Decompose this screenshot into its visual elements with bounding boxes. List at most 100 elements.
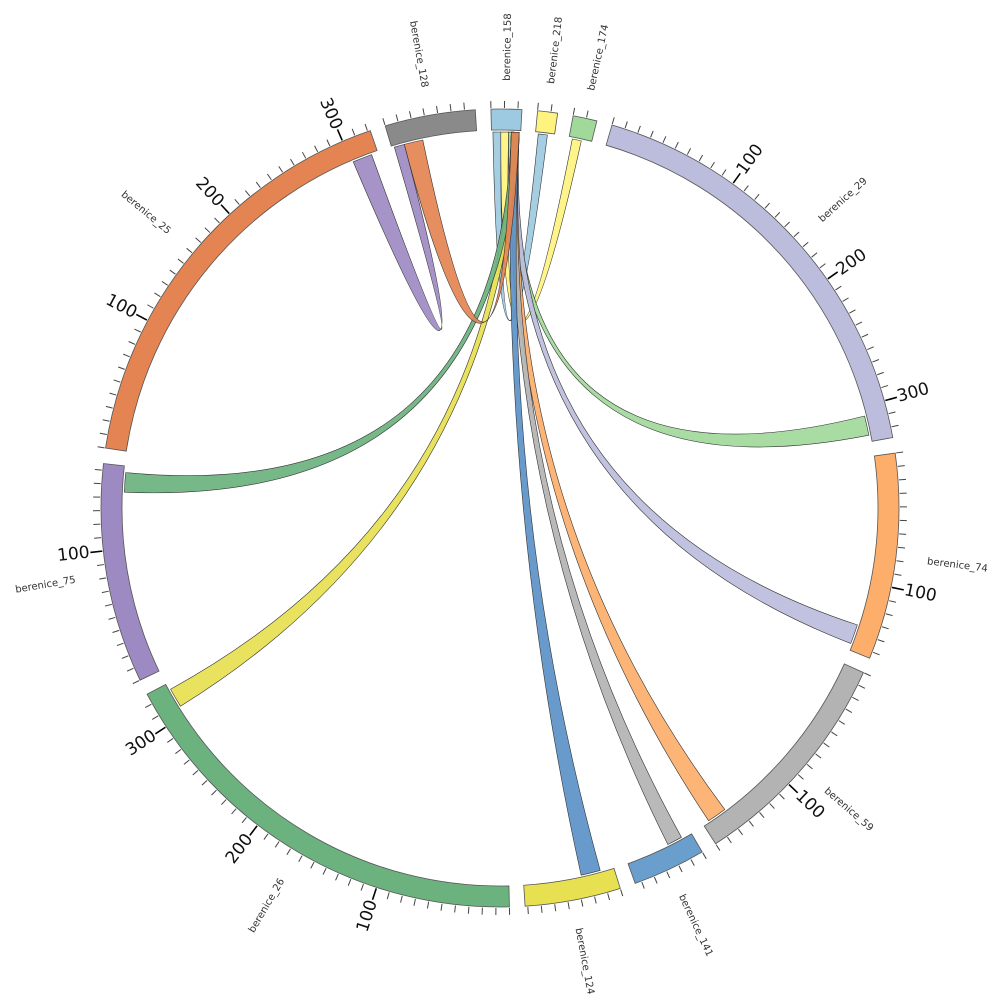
tick-berenice_75-10: [126, 667, 134, 672]
tick-berenice_59-130: [759, 812, 765, 819]
tick-berenice_124-50: [554, 904, 557, 912]
tick-berenice_25-210: [234, 198, 240, 205]
tick-berenice_25-120: [154, 292, 161, 298]
ribbon-berenice_174-berenice_158: [500, 131, 582, 323]
tick-berenice_25-150: [177, 258, 184, 264]
tick-berenice_25-280: [314, 145, 319, 153]
tick-berenice_174-0: [572, 107, 576, 115]
segment-label-berenice_174: berenice_174: [586, 24, 611, 92]
tick-berenice_25-60: [118, 366, 125, 370]
tick-berenice_74-90: [894, 573, 902, 576]
tick-berenice_29-80: [710, 161, 715, 169]
tick-berenice_29-180: [811, 252, 818, 258]
tick-berenice_59-90: [797, 774, 804, 780]
tick-berenice_25-190: [214, 217, 220, 224]
tick-berenice_59-110: [779, 793, 785, 800]
tick-berenice_29-280: [876, 371, 884, 376]
tick-berenice_26-250: [201, 780, 208, 786]
tick-berenice_25-200: [220, 204, 230, 215]
tick-berenice_74-120: [885, 613, 893, 617]
tick-berenice_141-40: [653, 876, 658, 884]
tick-berenice_124-40: [567, 902, 570, 910]
ribbons-layer: [124, 131, 870, 876]
tick-berenice_26-310: [151, 715, 159, 720]
tick-label-berenice_26-100: 100: [353, 897, 382, 934]
tick-berenice_25-320: [364, 123, 368, 131]
segment-label-berenice_26: berenice_26: [247, 877, 287, 935]
tick-berenice_74-130: [881, 626, 889, 630]
tick-berenice_124-20: [594, 896, 597, 904]
tick-berenice_26-280: [175, 748, 182, 754]
segment-berenice_74: [849, 452, 900, 659]
tick-berenice_75-60: [104, 603, 112, 607]
tick-berenice_124-10: [607, 893, 611, 901]
tick-berenice_128-30: [422, 108, 425, 116]
segment-label-berenice_25: berenice_25: [119, 189, 173, 237]
ribbon-berenice_29-berenice_158: [508, 131, 870, 448]
tick-berenice_74-10: [897, 465, 905, 467]
tick-berenice_25-220: [244, 190, 251, 197]
segment-label-berenice_158: berenice_158: [502, 13, 514, 81]
tick-berenice_59-40: [838, 720, 845, 725]
tick-berenice_74-100: [891, 586, 904, 591]
tick-berenice_25-100: [135, 313, 148, 321]
tick-berenice_25-170: [195, 237, 202, 243]
tick-berenice_59-170: [715, 844, 721, 851]
tick-berenice_29-150: [784, 221, 790, 228]
tick-berenice_29-190: [819, 263, 826, 269]
tick-berenice_29-0: [611, 117, 615, 125]
segment-berenice_128: [384, 109, 478, 147]
tick-berenice_218-0: [537, 102, 539, 110]
tick-berenice_29-220: [842, 297, 849, 302]
tick-berenice_128-50: [449, 104, 452, 112]
tick-berenice_59-10: [858, 684, 866, 689]
tick-berenice_26-70: [413, 898, 416, 906]
segment-label-berenice_75: berenice_75: [15, 575, 77, 596]
segment-label-berenice_29: berenice_29: [817, 176, 870, 225]
tick-berenice_25-20: [102, 419, 110, 422]
tick-berenice_128-10: [395, 114, 399, 122]
tick-berenice_25-260: [290, 158, 295, 166]
segment-label-berenice_128: berenice_128: [407, 20, 430, 88]
tick-berenice_25-110: [147, 304, 154, 309]
tick-berenice_29-240: [855, 321, 863, 326]
tick-berenice_74-150: [872, 651, 880, 656]
tick-berenice_29-160: [793, 231, 800, 238]
tick-berenice_74-110: [889, 600, 897, 603]
segments-layer: [100, 108, 900, 908]
segment-label-berenice_141: berenice_141: [676, 893, 715, 959]
tick-berenice_74-140: [877, 639, 885, 643]
tick-berenice_26-200: [249, 825, 258, 836]
tick-berenice_26-320: [145, 703, 152, 709]
tick-label-berenice_74-100: 100: [903, 580, 939, 606]
segment-berenice_59: [703, 663, 864, 845]
tick-berenice_75-50: [108, 616, 116, 620]
tick-berenice_26-180: [274, 841, 280, 848]
tick-berenice_25-0: [97, 446, 105, 449]
tick-berenice_29-320: [891, 424, 899, 428]
tick-berenice_29-270: [872, 359, 880, 363]
tick-berenice_26-110: [360, 883, 364, 891]
tick-berenice_75-160: [94, 468, 102, 471]
tick-berenice_29-90: [721, 169, 727, 176]
segment-label-berenice_124: berenice_124: [573, 927, 596, 995]
tick-berenice_25-80: [128, 341, 136, 345]
tick-label-berenice_26-300: 300: [122, 726, 160, 761]
tick-berenice_124-0: [620, 889, 624, 897]
tick-berenice_25-140: [169, 269, 176, 275]
tick-berenice_29-200: [827, 271, 839, 280]
tick-label-berenice_29-100: 100: [733, 140, 768, 178]
tick-berenice_75-0: [132, 680, 140, 685]
tick-berenice_128-0: [382, 118, 386, 126]
tick-berenice_26-160: [298, 855, 303, 862]
tick-berenice_25-180: [204, 227, 211, 233]
tick-berenice_75-90: [97, 564, 105, 567]
tick-berenice_75-100: [90, 550, 103, 554]
tick-berenice_29-130: [764, 202, 770, 209]
tick-berenice_29-110: [743, 185, 749, 192]
tick-berenice_26-50: [440, 903, 443, 911]
tick-berenice_25-50: [113, 379, 121, 383]
tick-berenice_26-220: [231, 808, 237, 815]
tick-berenice_174-10: [586, 110, 589, 118]
tick-berenice_59-20: [852, 696, 859, 702]
